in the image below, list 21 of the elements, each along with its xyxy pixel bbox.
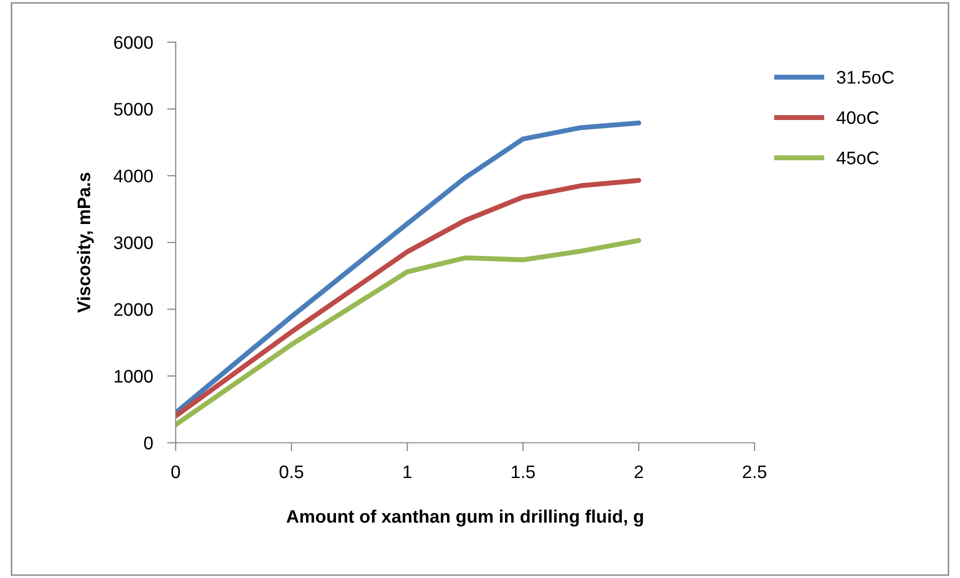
x-tick-label: 1 xyxy=(404,466,412,478)
line-series xyxy=(176,238,642,428)
line-series xyxy=(176,120,642,416)
x-axis-title: Amount of xanthan gum in drilling fluid, g xyxy=(286,510,643,526)
x-tick-label: 0.5 xyxy=(280,465,304,478)
legend-label: 31.5oC xyxy=(836,70,894,84)
legend-label: 40oC xyxy=(836,111,879,124)
x-tick-label: 2 xyxy=(634,465,643,478)
line-series xyxy=(176,178,642,418)
y-tick-label: 2000 xyxy=(114,303,153,316)
y-tick-label: 5000 xyxy=(114,102,153,116)
y-tick-label: 0 xyxy=(144,436,153,450)
y-tick-label: 1000 xyxy=(114,370,153,383)
x-tick-label: 1.5 xyxy=(512,466,535,478)
y-tick-label: 6000 xyxy=(114,36,153,49)
y-tick-label: 4000 xyxy=(114,170,153,182)
x-tick-label: 2.5 xyxy=(742,465,766,478)
legend-label: 45oC xyxy=(836,152,879,164)
x-tick-label: 0 xyxy=(171,465,180,478)
y-axis-title: Viscosity, mPa.s xyxy=(77,172,94,313)
y-tick-label: 3000 xyxy=(114,236,153,250)
